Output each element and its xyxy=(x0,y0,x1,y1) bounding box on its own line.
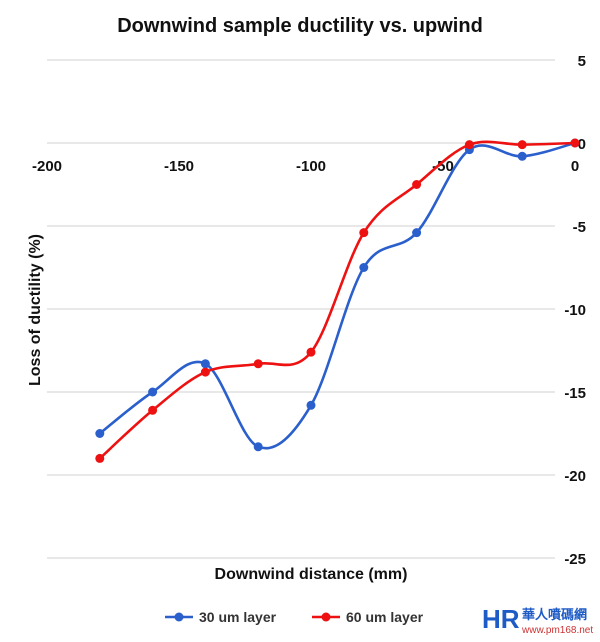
data-point xyxy=(412,180,422,189)
y-tick-label: 0 xyxy=(578,136,586,153)
data-point xyxy=(306,347,316,357)
y-tick-labels: 5 0 -5 -10 -15 -20 -25 xyxy=(564,53,586,568)
y-tick-label: -10 xyxy=(564,302,586,319)
data-point xyxy=(200,359,210,369)
data-point xyxy=(517,151,527,161)
data-point xyxy=(148,405,158,415)
data-point xyxy=(570,138,580,148)
y-tick-label: -20 xyxy=(564,468,586,485)
y-tick-label: -15 xyxy=(564,385,586,402)
data-point xyxy=(359,263,369,272)
data-point xyxy=(359,228,369,238)
y-axis-label: Loss of ductility (%) xyxy=(27,234,44,386)
y-tick-label: -25 xyxy=(564,551,586,568)
x-tick-label: -200 xyxy=(32,158,62,175)
watermark-logo: HR 華人噴碼網 www.pm168.net xyxy=(482,604,593,636)
legend-label: 60 um layer xyxy=(346,609,424,625)
data-point xyxy=(95,453,105,463)
legend-swatch-marker xyxy=(174,612,184,622)
svg-text:HR: HR xyxy=(482,604,520,634)
legend-item: 30 um layer xyxy=(165,609,277,625)
y-tick-label: 5 xyxy=(578,53,586,70)
x-axis-label: Downwind distance (mm) xyxy=(215,566,408,583)
svg-text:華人噴碼網: 華人噴碼網 xyxy=(522,607,587,623)
svg-text:www.pm168.net: www.pm168.net xyxy=(521,625,593,636)
legend: 30 um layer 60 um layer xyxy=(165,609,424,625)
data-point xyxy=(148,387,158,397)
y-tick-label: -5 xyxy=(573,219,586,236)
legend-swatch-marker xyxy=(321,612,331,622)
data-point xyxy=(200,367,210,377)
data-point xyxy=(95,429,105,438)
series-1 xyxy=(95,138,580,463)
x-tick-labels: -200 -150 -100 -50 0 xyxy=(32,158,579,175)
data-point xyxy=(306,400,316,410)
data-point xyxy=(464,140,474,150)
gridlines xyxy=(47,59,555,559)
x-tick-label: -100 xyxy=(296,158,326,175)
series-line xyxy=(98,141,576,450)
x-tick-label: -150 xyxy=(164,158,194,175)
legend-item: 60 um layer xyxy=(312,609,424,625)
data-point xyxy=(253,442,263,452)
chart-title: Downwind sample ductility vs. upwind xyxy=(117,15,483,37)
series-0 xyxy=(95,138,580,452)
series-group xyxy=(95,138,580,463)
x-tick-label: 0 xyxy=(571,158,579,175)
data-point xyxy=(517,140,527,150)
legend-label: 30 um layer xyxy=(199,609,277,625)
x-tick-label: -50 xyxy=(432,158,454,175)
data-point xyxy=(412,228,422,238)
data-point xyxy=(253,359,263,369)
series-line xyxy=(98,140,576,460)
